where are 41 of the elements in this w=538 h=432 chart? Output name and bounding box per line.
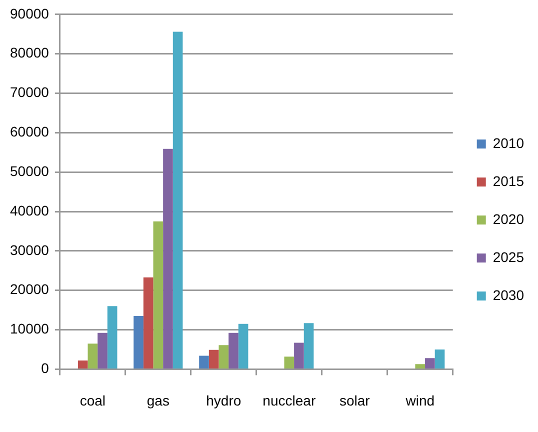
bar [228, 332, 238, 368]
bar [284, 356, 294, 368]
bar [153, 221, 164, 368]
legend-label: 2010 [492, 134, 524, 151]
bar [134, 316, 144, 368]
bar [304, 323, 314, 368]
legend-label: 2015 [492, 172, 524, 189]
bar [143, 277, 154, 368]
x-tick-label: gas [146, 392, 170, 408]
y-tick-label: 90000 [10, 5, 50, 22]
y-tick-label: 50000 [10, 162, 50, 179]
bar [208, 350, 219, 368]
x-tick-label: solar [339, 392, 370, 408]
bar [78, 360, 88, 368]
bar [88, 344, 98, 368]
bar [425, 358, 435, 368]
x-tick-label: hydro [206, 392, 242, 408]
x-tick-label: coal [80, 392, 106, 408]
y-tick-label: 40000 [10, 202, 50, 218]
bar [163, 148, 173, 368]
bar [98, 332, 108, 368]
bar [238, 324, 248, 368]
legend-label: 2025 [492, 248, 524, 265]
y-tick-label: 80000 [10, 44, 50, 61]
bar [434, 349, 445, 368]
legend-label: 2030 [492, 286, 524, 303]
bar [199, 356, 209, 368]
y-tick-label: 10000 [10, 320, 50, 337]
bar [172, 32, 183, 368]
y-tick-label: 70000 [10, 84, 50, 100]
bar [294, 342, 304, 368]
bar [415, 364, 426, 368]
x-tick-label: wind [404, 392, 435, 408]
legend-label: 2020 [492, 210, 524, 227]
bar [107, 306, 118, 368]
y-tick-label: 60000 [10, 124, 50, 140]
x-tick-label: nucclear [262, 392, 316, 408]
y-tick-label: 30000 [10, 242, 50, 258]
y-tick-label: 20000 [10, 281, 50, 298]
bar [218, 345, 229, 368]
y-tick-label: 0 [41, 360, 50, 376]
